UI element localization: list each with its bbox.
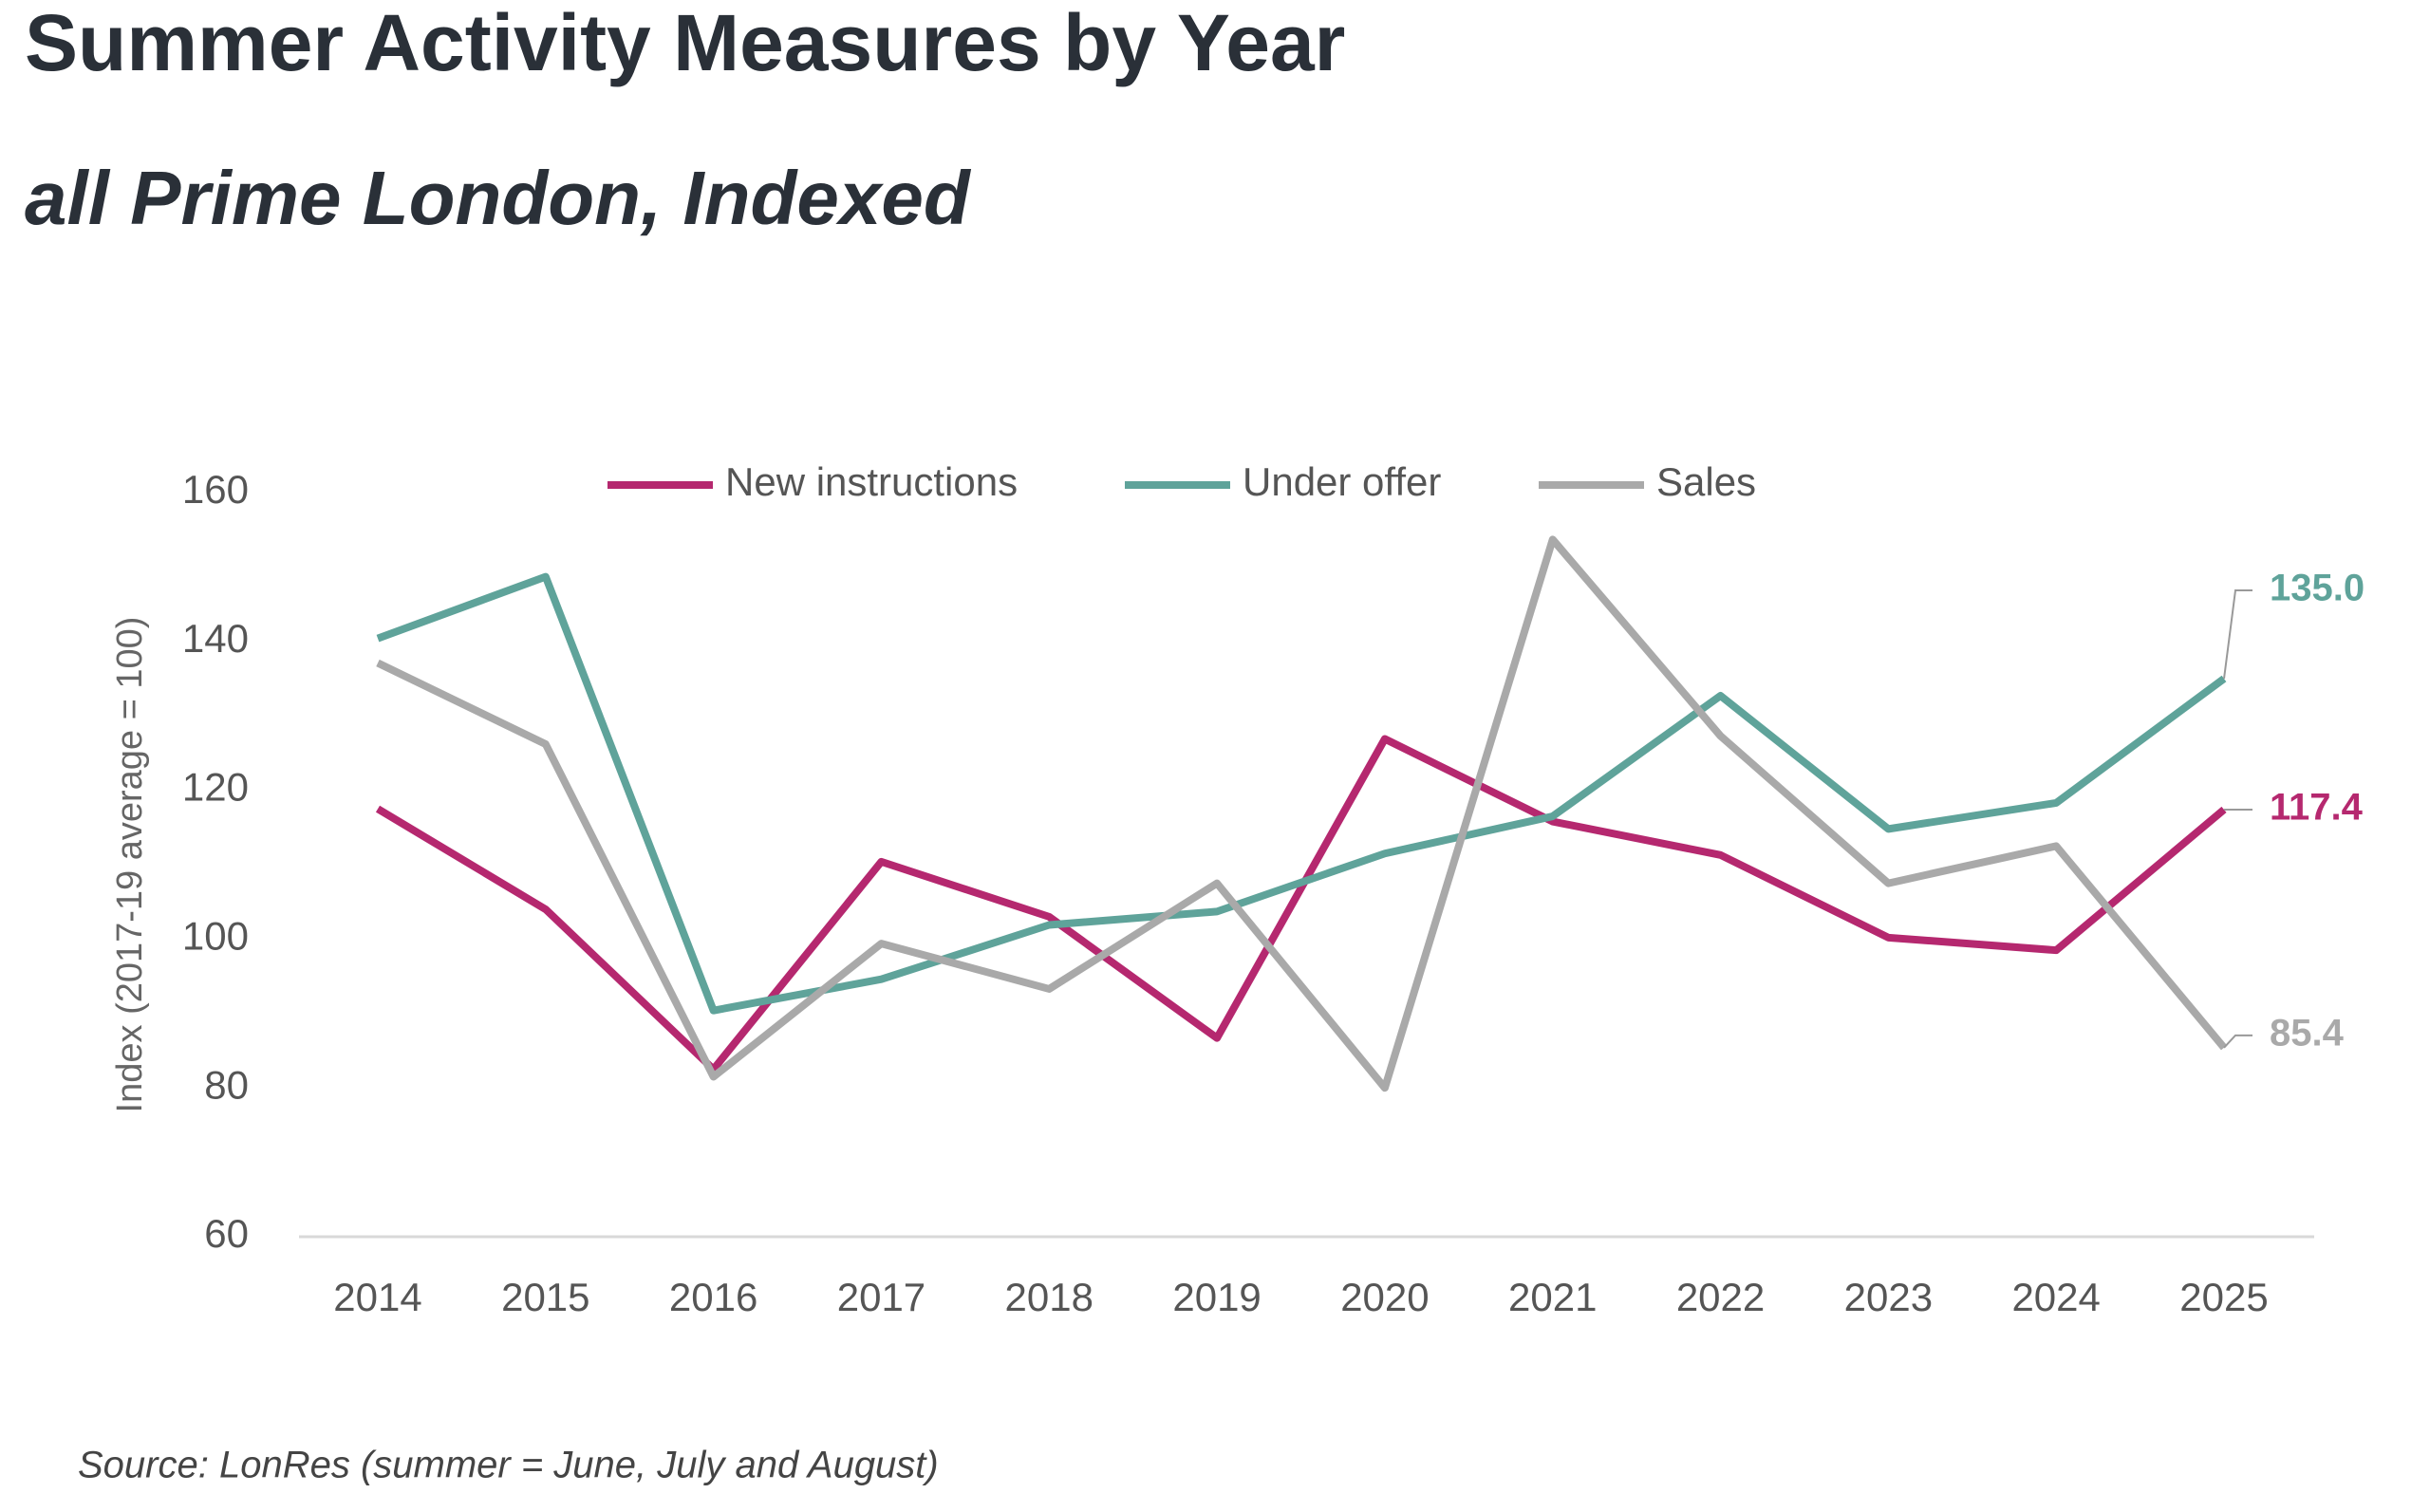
x-tick-label: 2017 <box>837 1275 925 1319</box>
x-tick-label: 2018 <box>1005 1275 1094 1319</box>
x-tick-label: 2025 <box>2179 1275 2268 1319</box>
x-tick-label: 2023 <box>1844 1275 1933 1319</box>
y-tick-label: 160 <box>182 467 249 512</box>
y-tick-label: 60 <box>204 1211 249 1256</box>
end-label: 135.0 <box>2270 568 2365 609</box>
end-label: 85.4 <box>2270 1012 2345 1054</box>
x-tick-label: 2022 <box>1676 1275 1765 1319</box>
x-tick-label: 2015 <box>501 1275 589 1319</box>
legend-label: Under offer <box>1243 459 1441 504</box>
chart-subtitle: all Prime London, Indexed <box>25 156 972 240</box>
legend-label: New instructions <box>725 459 1018 504</box>
label-leader <box>2223 589 2252 680</box>
y-tick-label: 100 <box>182 913 249 958</box>
source-note: Source: LonRes (summer = June, July and … <box>78 1445 939 1486</box>
x-tick-label: 2024 <box>2011 1275 2100 1319</box>
end-label: 117.4 <box>2270 787 2364 829</box>
x-tick-label: 2020 <box>1340 1275 1429 1319</box>
series-line <box>376 572 2227 1015</box>
series-line <box>375 735 2227 1073</box>
legend-label: Sales <box>1656 459 1756 504</box>
x-tick-label: 2021 <box>1508 1275 1597 1319</box>
x-tick-label: 2014 <box>333 1275 421 1319</box>
y-tick-label: 80 <box>204 1062 249 1107</box>
x-tick-label: 2016 <box>669 1275 757 1319</box>
y-tick-label: 140 <box>182 616 249 661</box>
y-axis-title: Index (2017-19 average = 100) <box>110 617 150 1113</box>
x-tick-label: 2019 <box>1172 1275 1261 1319</box>
chart-title: Summer Activity Measures by Year <box>25 0 1345 87</box>
y-tick-label: 120 <box>182 765 249 810</box>
series-line <box>376 535 2228 1092</box>
label-leader <box>2223 1034 2252 1049</box>
